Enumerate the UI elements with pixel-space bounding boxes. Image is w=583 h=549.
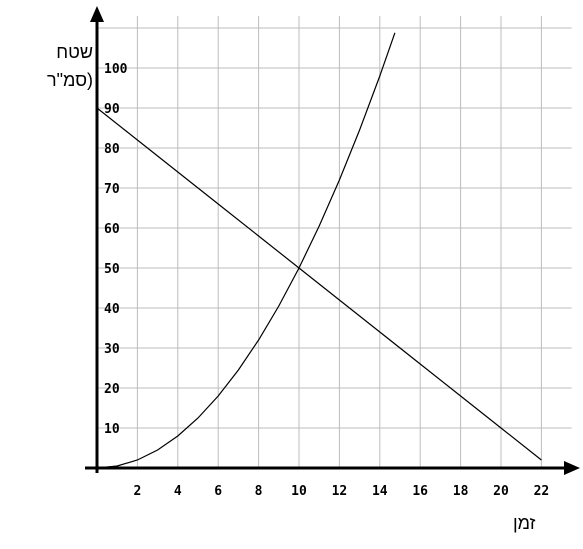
x-tick-label: 2 bbox=[133, 484, 141, 499]
x-tick-label: 16 bbox=[412, 484, 428, 499]
x-tick-labels: 2 4 6 8 10 12 14 16 18 20 22 bbox=[133, 484, 549, 499]
x-tick-label: 22 bbox=[534, 484, 550, 499]
y-axis-label-line-2: (סמ"ר bbox=[47, 70, 93, 90]
x-tick-label: 8 bbox=[255, 484, 263, 499]
y-tick-labels: 10 20 30 40 50 60 70 80 90 100 bbox=[104, 62, 128, 437]
x-axis-label: זמן bbox=[513, 513, 536, 533]
data-series bbox=[96, 32, 542, 469]
grid bbox=[97, 16, 572, 468]
x-tick-label: 20 bbox=[493, 484, 509, 499]
x-tick-label: 4 bbox=[174, 484, 182, 499]
y-tick-label: 90 bbox=[104, 102, 120, 117]
y-tick-label: 100 bbox=[104, 62, 128, 77]
y-tick-label: 60 bbox=[104, 222, 120, 237]
y-tick-label: 80 bbox=[104, 142, 120, 157]
y-tick-label: 10 bbox=[104, 422, 120, 437]
y-axis-arrow bbox=[90, 6, 104, 22]
y-tick-label: 20 bbox=[104, 382, 120, 397]
series-line-1 bbox=[96, 107, 542, 461]
x-tick-label: 6 bbox=[214, 484, 222, 499]
y-tick-label: 30 bbox=[104, 342, 120, 357]
axes bbox=[85, 6, 580, 475]
y-tick-label: 40 bbox=[104, 302, 120, 317]
y-tick-label: 70 bbox=[104, 182, 120, 197]
x-tick-label: 18 bbox=[453, 484, 469, 499]
x-tick-label: 12 bbox=[332, 484, 348, 499]
series-line-2 bbox=[96, 32, 396, 469]
x-axis-arrow bbox=[564, 461, 580, 475]
y-tick-label: 50 bbox=[104, 262, 120, 277]
y-axis-label-line-1: שטח bbox=[56, 42, 93, 62]
x-tick-label: 10 bbox=[291, 484, 307, 499]
x-tick-label: 14 bbox=[372, 484, 388, 499]
